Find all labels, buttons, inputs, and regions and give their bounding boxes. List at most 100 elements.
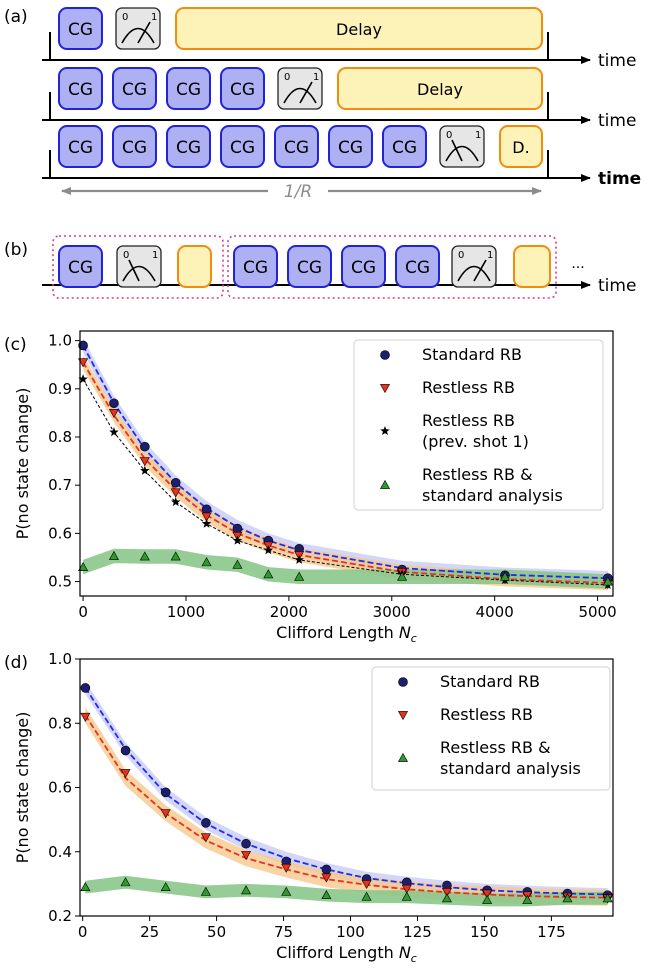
cg-gate-label: CG: [297, 258, 322, 278]
data-point-series-1: [482, 889, 493, 899]
x-tick-label: 100: [336, 923, 365, 941]
chart-c: 0 1000 2000 3000 4000 5000 0.5 0.6 0.7 0.8 0.9 1.0…: [13, 330, 617, 645]
cg-gate-box: [341, 245, 386, 288]
data-point-series-1: [170, 488, 181, 498]
y-tick-label: 0.4: [48, 843, 72, 861]
delay-label: Delay: [417, 80, 463, 99]
x-tick-label: 175: [537, 923, 566, 941]
y-tick-label: 0.9: [48, 380, 72, 398]
y-tick-label: 0.8: [48, 428, 72, 446]
data-point-series-3: [499, 571, 510, 581]
legend-marker-0: [398, 677, 408, 687]
cg-gate-label: CG: [68, 20, 93, 40]
chart-d: 0 25 50 75 100 125 150 175 0.2 0.4 0.6 0.8 1.0 P(no…: [13, 650, 614, 965]
data-point-series-2: [281, 886, 292, 896]
cg-gate-label: CG: [351, 258, 376, 278]
legend-marker-2: [380, 426, 390, 436]
legend-entry-label: Restless RB &: [440, 738, 551, 757]
time-label: time: [598, 276, 636, 296]
cg-gate-label: CG: [284, 138, 309, 158]
x-tick-label: 50: [207, 923, 226, 941]
time-label: time: [598, 51, 636, 71]
data-point-series-1: [78, 358, 89, 368]
data-point-series-0: [120, 745, 131, 756]
x-tick-label: 25: [140, 923, 159, 941]
cg-gate-label: CG: [338, 138, 363, 158]
x-tick-label: 5000: [578, 603, 616, 621]
x-tick-label: 1000: [167, 603, 205, 621]
cg-gate-box: [112, 67, 157, 110]
cg-gate-box: [58, 7, 103, 50]
rate-label: 1/R: [284, 182, 312, 202]
chart-d-xlabel: Clifford Length Nc: [276, 943, 417, 965]
meter-one-label: 1: [313, 72, 319, 83]
data-point-series-2: [401, 891, 412, 901]
delay-label: Delay: [336, 20, 382, 39]
cg-gate-box: [166, 125, 211, 168]
x-tick-label: 0: [78, 923, 88, 941]
meter-one-label: 1: [475, 130, 481, 141]
cg-gate-label: CG: [176, 80, 201, 100]
data-point-series-1: [321, 873, 332, 883]
data-point-series-0: [321, 864, 332, 875]
data-point-series-2: [294, 554, 304, 564]
data-point-series-0: [232, 523, 243, 534]
data-point-series-0: [160, 787, 171, 798]
meter-one-label: 1: [487, 250, 493, 261]
data-point-series-2: [80, 881, 91, 891]
cg-gate-box: [112, 125, 157, 168]
x-tick-label: 150: [470, 923, 499, 941]
data-point-series-2: [321, 890, 332, 900]
data-point-series-1: [281, 863, 292, 873]
meter-arc: [457, 265, 491, 282]
delay-box: [499, 125, 543, 168]
cg-gate-box: [287, 245, 332, 288]
cg-gate-label: CG: [68, 138, 93, 158]
meter-one-label: 1: [151, 12, 157, 23]
data-point-series-0: [201, 818, 211, 828]
continuation-ellipsis: ···: [571, 260, 584, 276]
y-tick-label: 1.0: [48, 332, 72, 350]
data-point-series-2: [482, 894, 493, 904]
y-tick-label: 0.7: [48, 476, 72, 494]
data-point-series-2: [120, 877, 131, 887]
data-point-series-2: [170, 497, 181, 507]
data-point-series-1: [241, 851, 252, 861]
sequence-row-3: CG CG CG CG CG CG CG0 1D.time: [42, 125, 641, 189]
meter-zero-label: 0: [122, 12, 128, 23]
meter-zero-label: 0: [446, 130, 452, 141]
legend-entry-label: (prev. shot 1): [422, 432, 529, 451]
y-tick-label: 1.0: [48, 650, 72, 668]
data-point-series-1: [139, 457, 150, 467]
chart-c-legend: Standard RB Restless RB Restless RB (prev. …: [353, 339, 604, 511]
data-point-series-2: [241, 885, 252, 895]
data-point-series-0: [109, 398, 119, 409]
data-point-series-1: [160, 809, 171, 819]
cg-gate-label: CG: [230, 138, 255, 158]
uncertainty-band-2: [85, 875, 608, 907]
data-point-series-3: [294, 571, 305, 581]
meter-needle: [137, 21, 151, 44]
meter-needle: [451, 139, 463, 162]
legend-entry-label: Standard RB: [440, 672, 540, 691]
y-tick-label: 0.6: [48, 524, 72, 542]
cg-gate-label: CG: [68, 80, 93, 100]
cg-gate-box: [58, 67, 103, 110]
data-point-series-2: [522, 894, 533, 904]
delay-label: D.: [512, 138, 529, 157]
data-point-series-0: [78, 340, 88, 351]
panel-c-label: (c): [4, 335, 27, 355]
cg-gate-box: [220, 125, 265, 168]
delay-box: [513, 245, 551, 288]
data-point-series-1: [201, 512, 212, 522]
legend-frame: [371, 666, 611, 791]
meter-zero-label: 0: [458, 250, 464, 261]
legend-entry-label: standard analysis: [422, 486, 563, 505]
data-point-series-2: [78, 374, 88, 384]
